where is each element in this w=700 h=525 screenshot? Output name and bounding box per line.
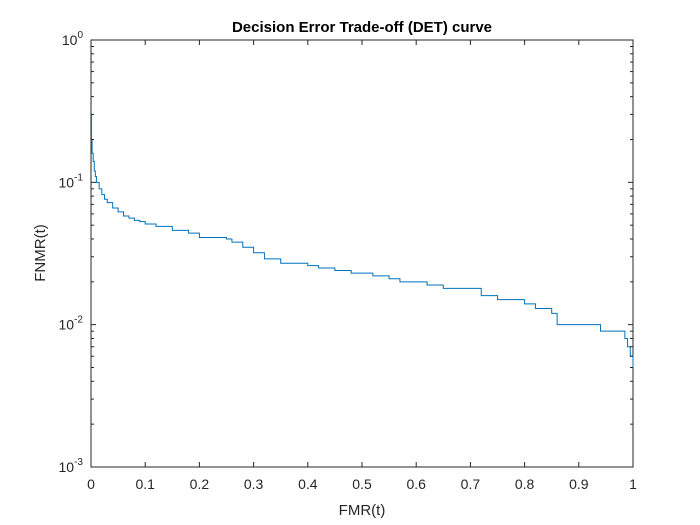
y-tick-base: 10: [59, 317, 75, 333]
y-tick-exponent: -2: [74, 315, 83, 326]
x-tick-label: 0.5: [352, 476, 372, 492]
x-tick-label: 0.7: [461, 476, 481, 492]
x-tick-label: 0.6: [406, 476, 426, 492]
x-tick-label: 0.2: [190, 476, 210, 492]
y-tick-label: 10-2: [59, 315, 84, 333]
y-tick-exponent: -3: [74, 457, 83, 468]
det-curve-line: [91, 113, 634, 368]
x-tick-label: 0: [87, 476, 95, 492]
x-axis-label: FMR(t): [339, 502, 386, 519]
chart-title: Decision Error Trade-off (DET) curve: [232, 19, 492, 36]
y-tick-exponent: 0: [77, 30, 83, 41]
x-axis-ticks: 0 0.1 0.2 0.3 0.4 0.5 0.6 0.7 0.8 0.9 1: [87, 40, 637, 492]
y-tick-base: 10: [59, 174, 75, 190]
y-tick-base: 10: [59, 459, 75, 475]
y-tick-label: 10-3: [59, 457, 84, 475]
plot-area: [90, 39, 634, 468]
y-axis-label: FNMR(t): [32, 224, 49, 281]
x-tick-label: 0.4: [298, 476, 318, 492]
y-tick-label: 10-1: [59, 172, 84, 190]
y-tick-label: 100: [62, 30, 84, 48]
y-tick-exponent: -1: [74, 172, 83, 183]
y-tick-base: 10: [62, 32, 78, 48]
x-tick-label: 0.8: [515, 476, 535, 492]
x-tick-label: 0.9: [569, 476, 589, 492]
x-tick-label: 0.1: [135, 476, 155, 492]
x-tick-label: 1: [629, 476, 637, 492]
x-tick-label: 0.3: [244, 476, 264, 492]
